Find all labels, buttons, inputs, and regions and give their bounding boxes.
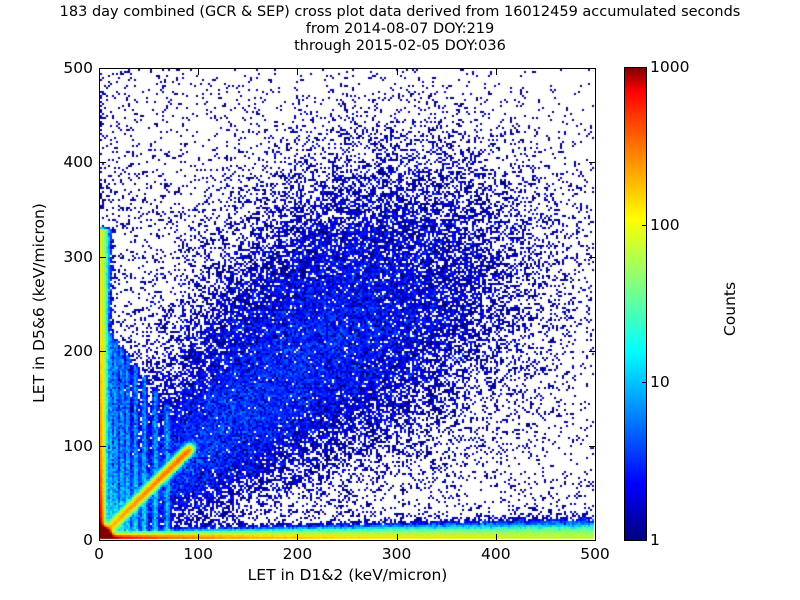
y-tick [100, 540, 106, 541]
x-tick-label: 0 [94, 545, 104, 563]
colorbar-tick-label: 10 [650, 373, 670, 392]
y-tick-label: 100 [63, 436, 93, 455]
y-tick-label: 500 [63, 59, 93, 77]
y-tick-label: 0 [83, 531, 93, 549]
y-tick-label: 200 [63, 342, 93, 361]
colorbar-tick [642, 382, 647, 384]
x-tick [595, 534, 596, 540]
y-tick [100, 162, 106, 164]
x-tick [495, 69, 497, 75]
chart-title: 183 day combined (GCR & SEP) cross plot … [0, 4, 800, 55]
x-tick [99, 69, 100, 75]
y-tick-label: 400 [63, 153, 93, 172]
title-line-2: from 2014-08-07 DOY:219 [305, 21, 495, 37]
y-tick [100, 256, 106, 258]
colorbar-label: Counts [721, 281, 739, 337]
x-axis-label: LET in D1&2 (keV/micron) [247, 566, 448, 584]
y-tick [100, 351, 106, 353]
x-tick [198, 534, 200, 540]
x-tick-label: 500 [580, 545, 610, 563]
y-tick [589, 445, 595, 447]
colorbar-tick-label: 100 [650, 215, 680, 234]
title-line-3: through 2015-02-05 DOY:036 [294, 38, 506, 54]
x-tick [297, 534, 299, 540]
y-tick [589, 351, 595, 353]
y-tick [589, 68, 595, 69]
scatter-density-canvas [100, 69, 595, 540]
y-tick [100, 68, 106, 69]
x-tick [595, 69, 596, 75]
colorbar-tick [642, 224, 647, 226]
y-tick [589, 162, 595, 164]
y-tick [100, 445, 106, 447]
title-line-1: 183 day combined (GCR & SEP) cross plot … [59, 4, 741, 20]
x-tick [396, 69, 398, 75]
x-tick [297, 69, 299, 75]
colorbar-tick-label: 1 [650, 531, 660, 549]
x-tick [396, 534, 398, 540]
x-tick [99, 534, 100, 540]
y-tick [589, 540, 595, 541]
x-tick-label: 400 [481, 545, 511, 563]
y-tick [589, 256, 595, 258]
y-tick-label: 300 [63, 247, 93, 266]
x-tick-label: 100 [183, 545, 213, 563]
y-axis-label: LET in D5&6 (keV/micron) [30, 203, 48, 403]
colorbar[interactable] [624, 67, 647, 541]
x-tick [495, 534, 497, 540]
x-tick [198, 69, 200, 75]
plot-area[interactable] [99, 68, 596, 541]
x-tick-label: 300 [381, 545, 412, 563]
x-tick-label: 200 [282, 545, 313, 563]
colorbar-tick-label: 1000 [650, 58, 690, 76]
